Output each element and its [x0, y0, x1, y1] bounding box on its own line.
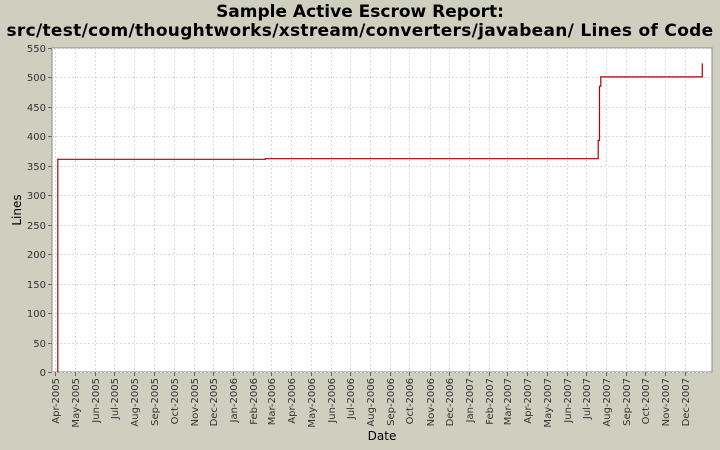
data-point	[701, 63, 703, 65]
data-point	[598, 85, 601, 87]
data-point	[57, 158, 59, 160]
series-line	[57, 63, 703, 372]
x-tick-label: Sep-2005	[150, 378, 161, 426]
y-tick-label: 250	[27, 221, 46, 232]
y-tick-label: 450	[27, 103, 46, 114]
y-tick-label: 400	[27, 132, 46, 143]
x-tick-label: Feb-2007	[485, 378, 496, 425]
y-tick-label: 550	[27, 44, 46, 55]
gridlines	[52, 48, 712, 373]
x-tick-label: May-2006	[307, 378, 318, 428]
y-tick-label: 0	[40, 368, 46, 379]
x-tick-label: Jul-2007	[582, 378, 593, 420]
x-tick-label: Jun-2007	[563, 378, 574, 424]
chart-subtitle: src/test/com/thoughtworks/xstream/conver…	[6, 21, 714, 41]
series-group	[57, 63, 703, 373]
x-tick-label: Aug-2006	[366, 378, 377, 427]
y-tick-label: 200	[27, 250, 46, 261]
y-tick-label: 50	[33, 339, 46, 350]
chart-title: Sample Active Escrow Report:	[216, 2, 504, 22]
data-point	[57, 371, 59, 373]
x-tick-label: Oct-2007	[641, 378, 652, 424]
y-tick-label: 150	[27, 280, 46, 291]
x-tick-label: Dec-2006	[445, 378, 456, 426]
x-tick-label: Jan-2007	[465, 378, 476, 423]
x-tick-label: May-2007	[543, 378, 554, 428]
x-tick-label: Jun-2006	[327, 378, 338, 424]
x-axis-label: Date	[368, 429, 397, 443]
x-tick-label: Oct-2006	[405, 378, 416, 424]
data-point	[600, 76, 602, 78]
x-tick-label: Nov-2006	[426, 378, 437, 426]
x-tick-label: Apr-2007	[523, 378, 534, 424]
y-tick-label: 100	[27, 309, 46, 320]
x-axis-ticks: Apr-2005 May-2005 Jun-2005 Jul-2005 Aug-2005…	[51, 372, 692, 428]
x-tick-label: Sep-2007	[622, 378, 633, 426]
x-tick-label: Jul-2006	[346, 378, 357, 420]
x-tick-label: May-2005	[71, 378, 82, 428]
x-tick-label: Nov-2005	[190, 378, 201, 426]
data-point	[264, 158, 266, 160]
y-tick-label: 300	[27, 191, 46, 202]
x-tick-label: Aug-2005	[130, 378, 141, 427]
data-point	[597, 139, 599, 142]
x-tick-label: Mar-2006	[267, 378, 278, 425]
x-tick-label: Dec-2007	[681, 378, 692, 426]
x-tick-label: Jun-2005	[91, 378, 102, 424]
x-tick-label: Dec-2005	[209, 378, 220, 426]
x-tick-label: Nov-2007	[661, 378, 672, 426]
x-tick-label: Feb-2006	[249, 378, 260, 425]
x-tick-label: Oct-2005	[170, 378, 181, 424]
x-tick-label: Sep-2006	[386, 378, 397, 426]
x-tick-label: Apr-2005	[51, 378, 62, 424]
x-tick-label: Mar-2007	[503, 378, 514, 425]
x-tick-label: Jan-2006	[229, 378, 240, 423]
x-tick-label: Aug-2007	[602, 378, 613, 427]
x-tick-label: Jul-2005	[110, 378, 121, 420]
y-axis-label: Lines	[10, 194, 24, 225]
x-tick-label: Apr-2006	[287, 378, 298, 424]
y-axis-ticks: 0 50 100 150 200 250 300 350 400 450 500 550	[27, 44, 52, 379]
plot-area	[51, 47, 713, 373]
y-tick-label: 500	[27, 73, 46, 84]
y-tick-label: 350	[27, 162, 46, 173]
